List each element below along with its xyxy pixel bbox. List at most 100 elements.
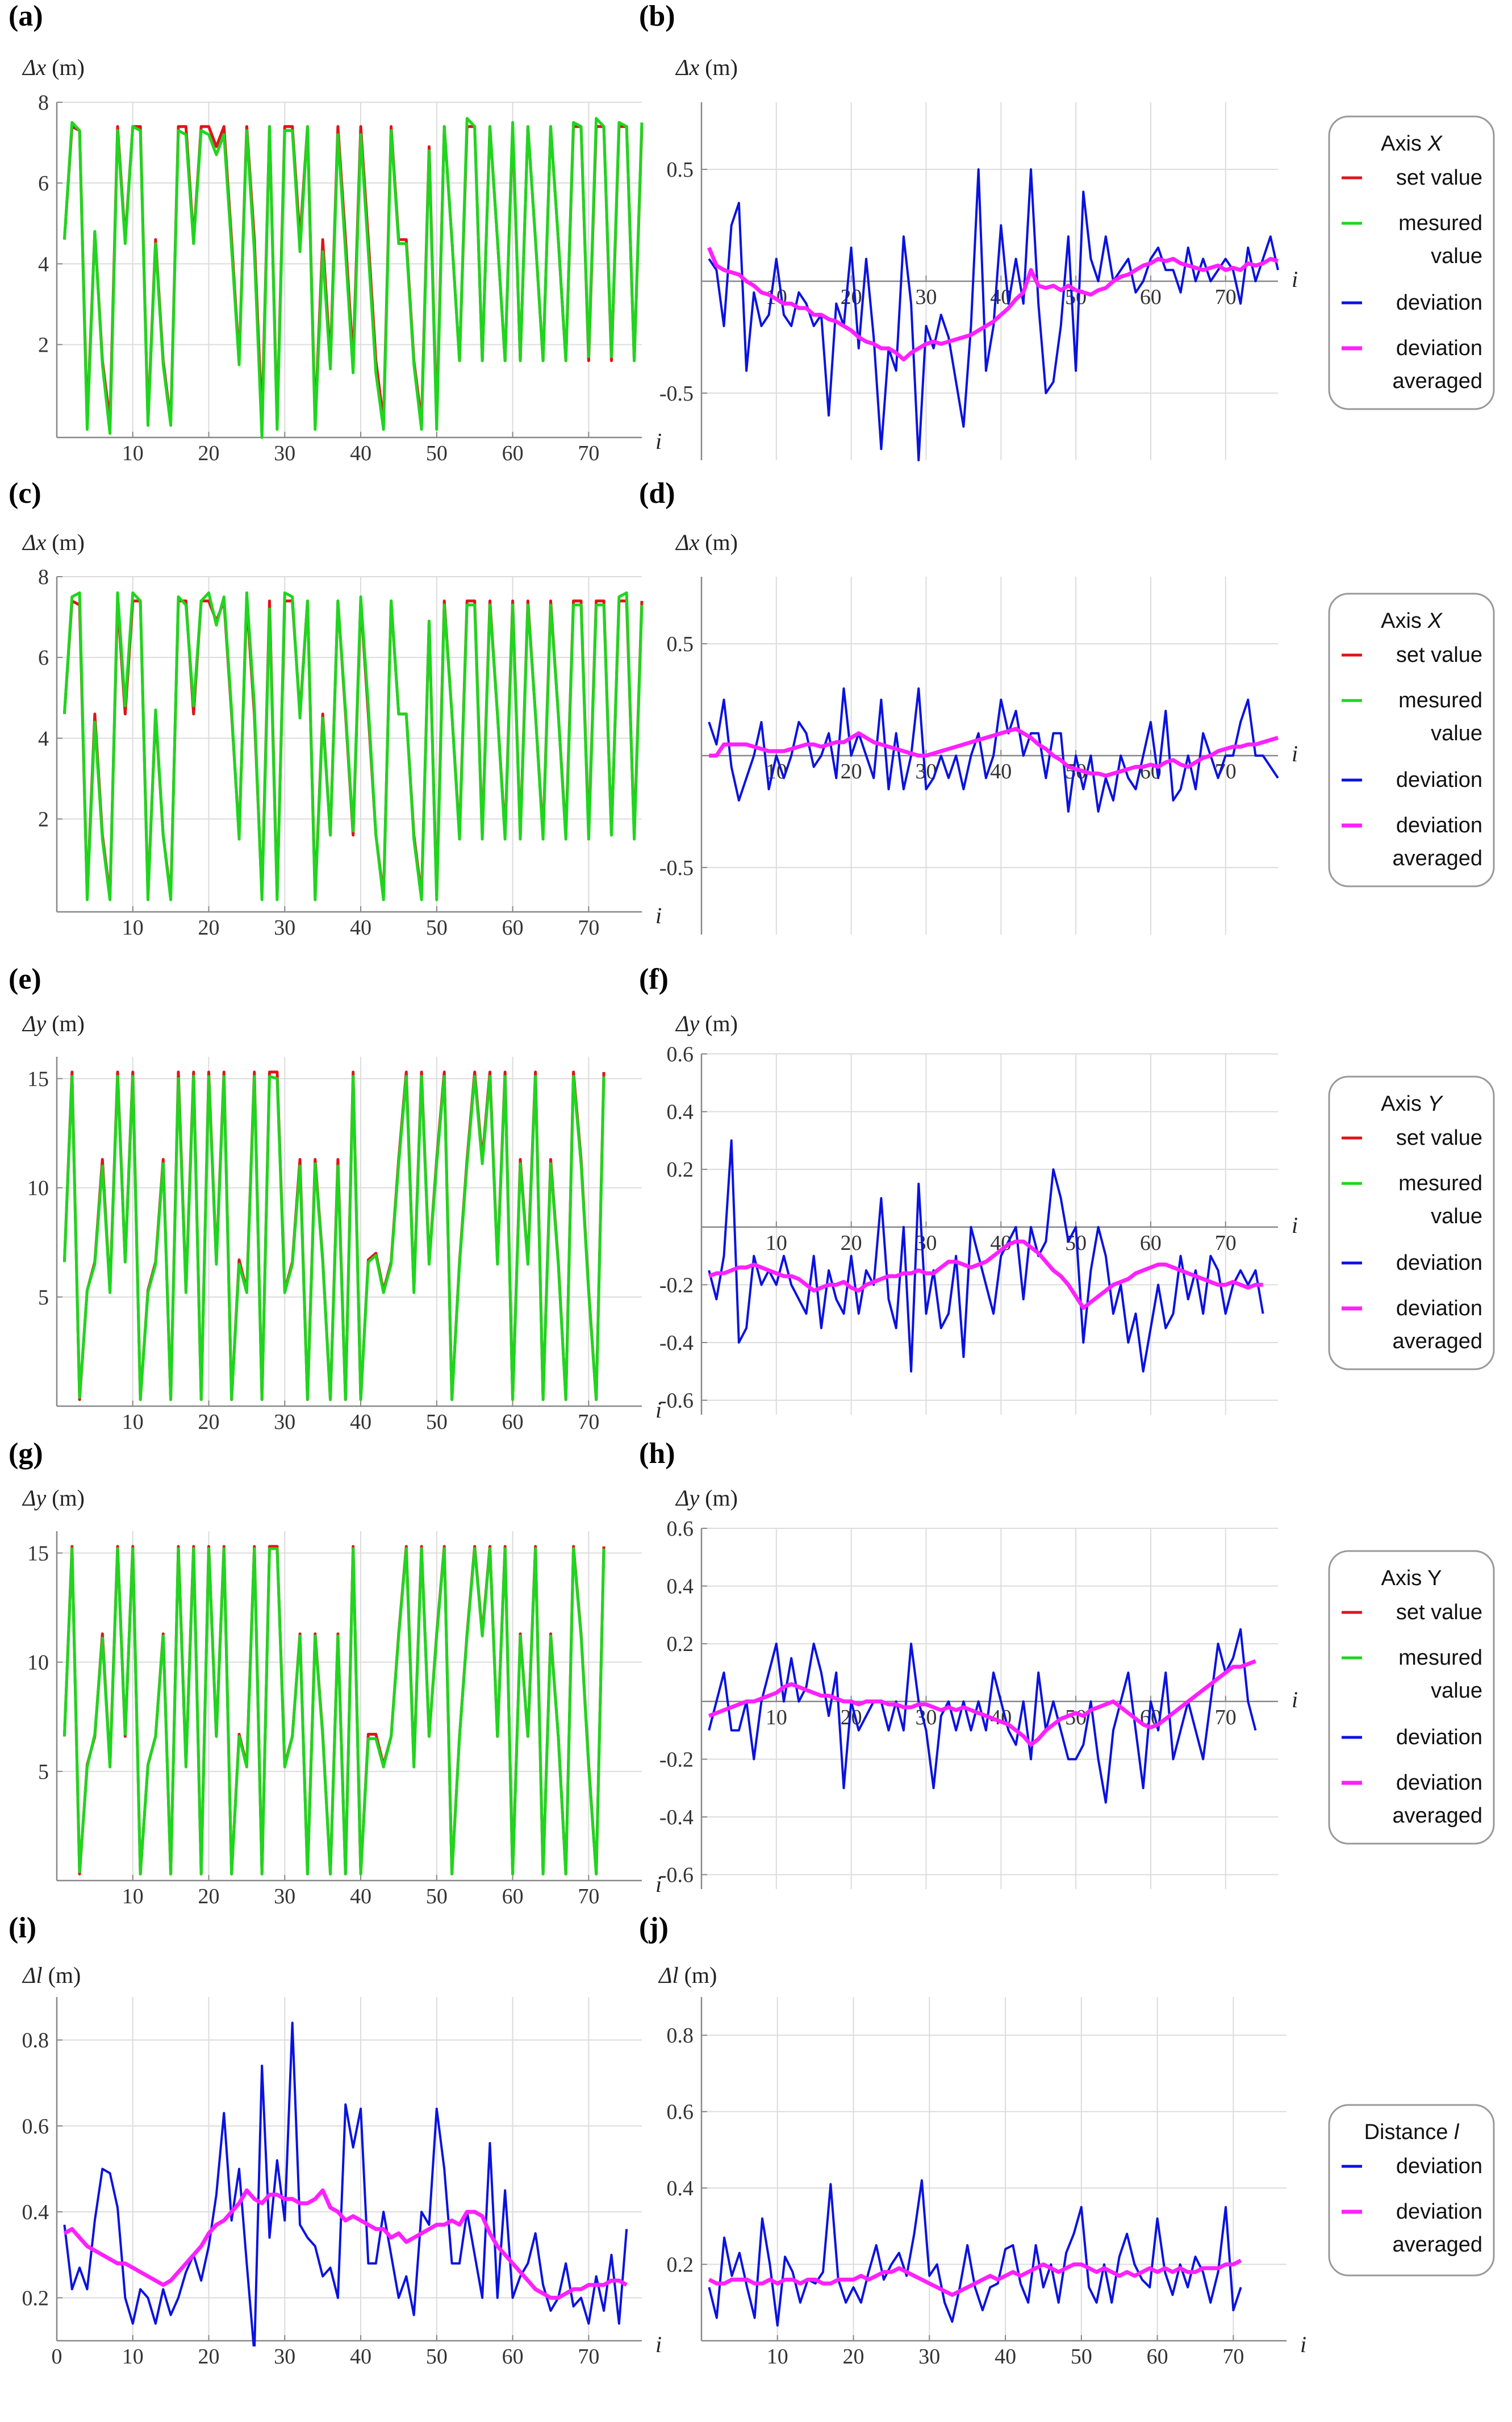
x-tick-label: 20 xyxy=(841,1231,862,1255)
y-tick-label: 2 xyxy=(38,334,49,357)
y-tick-label: 0.6 xyxy=(22,2115,49,2138)
x-tick-label: 30 xyxy=(915,285,937,309)
y-tick-label: 0.8 xyxy=(22,2029,49,2053)
legend-item-set: set value xyxy=(1396,1600,1482,1624)
x-axis-label: i xyxy=(655,1871,662,1897)
chart-panel-d: (d)Δx (m)10 20 30 40 50 60 70-0.50.5i xyxy=(639,477,1298,935)
legend-item-deviation: deviation xyxy=(1396,1251,1482,1275)
x-tick-label: 30 xyxy=(274,1410,295,1434)
y-axis-label: Δl (m) xyxy=(22,1962,81,1988)
legend: Axis X set value mesured value deviation devi… xyxy=(1328,593,1495,887)
legend-item-averaged: deviation averaged xyxy=(1393,1771,1482,1828)
x-tick-label: 50 xyxy=(426,1885,448,1908)
legend: Axis Y set value mesured value deviation devi… xyxy=(1328,1550,1495,1845)
y-tick-label: 8 xyxy=(38,565,49,589)
series-line-averaged xyxy=(709,727,1279,778)
x-axis-label: i xyxy=(1292,741,1298,766)
chart-panel-e: (e) Δy (m) 10 20 30 40 50 60 70 5 10 15 i xyxy=(9,963,662,1434)
y-axis-label: Δx (m) xyxy=(675,55,738,80)
x-tick-label: 30 xyxy=(274,1885,295,1908)
y-tick-label: 4 xyxy=(38,252,49,276)
x-tick-label: 70 xyxy=(578,1410,599,1434)
y-tick-label: -0.5 xyxy=(659,856,694,880)
x-tick-label: 60 xyxy=(1140,285,1162,309)
x-tick-label: 40 xyxy=(350,916,371,940)
legend-item-set: set value xyxy=(1396,166,1482,190)
x-tick-label: 20 xyxy=(198,916,220,940)
y-tick-label: -0.6 xyxy=(659,1389,694,1413)
series-line-averaged xyxy=(707,247,1279,362)
x-tick-label: 20 xyxy=(198,2345,220,2369)
x-tick-label: 20 xyxy=(198,441,220,465)
legend-item-averaged: deviation averaged xyxy=(1393,336,1482,393)
legend-item-set: set value xyxy=(1396,643,1482,667)
y-tick-label: 15 xyxy=(27,1541,49,1565)
x-tick-label: 10 xyxy=(122,1410,144,1434)
y-axis-label: Δy (m) xyxy=(22,1485,85,1511)
x-tick-label: 30 xyxy=(274,2345,295,2369)
x-tick-label: 60 xyxy=(502,1885,524,1908)
y-tick-label: 10 xyxy=(27,1651,49,1675)
x-tick-label: 30 xyxy=(915,1231,937,1255)
y-tick-label: -0.4 xyxy=(659,1331,694,1355)
chart-panel-c: (c) Δx (m) 10 20 30 40 50 60 70 2 4 6 8 i xyxy=(9,477,662,940)
x-tick-label: 60 xyxy=(502,1410,524,1434)
y-tick-label: -0.4 xyxy=(659,1806,694,1829)
legend-item-averaged: deviation averaged xyxy=(1393,1297,1482,1353)
legend-frame xyxy=(1328,1550,1495,1845)
y-tick-label: 0.6 xyxy=(667,2100,694,2124)
x-tick-label: 10 xyxy=(122,1885,144,1908)
legend-title: Axis X xyxy=(1381,609,1443,633)
chart-panel-f: (f)Δy (m)10 20 30 40 50 60 70-0.6-0.4-0.20.20.… xyxy=(639,963,1298,1415)
x-tick-label: 40 xyxy=(350,1885,371,1908)
y-tick-label: -0.5 xyxy=(659,382,694,406)
x-tick-label: 0 xyxy=(52,2345,62,2369)
x-axis-label: i xyxy=(655,428,662,454)
x-tick-label: 20 xyxy=(843,2345,864,2369)
panel-label: (i) xyxy=(9,1912,36,1944)
chart-panel-g: (g) Δy (m) 10 20 30 40 50 60 70 5 10 15 i xyxy=(9,1437,662,1908)
x-tick-label: 40 xyxy=(350,441,371,465)
x-tick-label: 70 xyxy=(1215,760,1237,783)
legend-title: Axis Y xyxy=(1381,1092,1443,1116)
y-axis-label: Δy (m) xyxy=(22,1011,85,1036)
x-tick-label: 50 xyxy=(1071,2345,1092,2369)
x-tick-label: 70 xyxy=(1215,1231,1237,1255)
x-axis-label: i xyxy=(655,903,662,928)
y-tick-label: 6 xyxy=(38,646,49,670)
x-tick-label: 50 xyxy=(426,916,448,940)
y-tick-label: 6 xyxy=(38,172,49,195)
y-axis-label: Δx (m) xyxy=(22,530,85,555)
x-tick-label: 70 xyxy=(578,916,599,940)
legend-frame xyxy=(1328,1075,1495,1370)
series-line-measured xyxy=(62,591,644,902)
x-tick-label: 70 xyxy=(1215,1706,1237,1729)
x-tick-label: 50 xyxy=(426,441,448,465)
x-axis-label: i xyxy=(1292,1687,1298,1712)
chart-panel-h: (h)Δy (m)10 20 30 40 50 60 70-0.6-0.4-0.20.20.… xyxy=(639,1437,1298,1889)
legend-title: Axis X xyxy=(1381,132,1443,156)
x-tick-label: 60 xyxy=(502,2345,524,2369)
y-tick-label: 0.2 xyxy=(22,2286,49,2310)
y-tick-label: 8 xyxy=(38,91,49,115)
legend-item-measured: mesured value xyxy=(1398,1646,1482,1703)
y-tick-label: 0.6 xyxy=(667,1043,694,1066)
series-line-deviation xyxy=(708,687,1279,813)
chart-panel-b: (b)Δx (m)10 20 30 40 50 60 70-0.50.5i xyxy=(639,0,1298,461)
series-line-deviation xyxy=(708,168,1279,461)
y-tick-label: -0.2 xyxy=(659,1273,694,1297)
x-tick-label: 60 xyxy=(502,916,524,940)
x-tick-label: 10 xyxy=(767,2345,788,2369)
x-tick-label: 20 xyxy=(198,1885,220,1908)
series-line-averaged xyxy=(708,1659,1256,1747)
legend-item-deviation: deviation xyxy=(1396,2154,1482,2178)
y-tick-label: -0.6 xyxy=(659,1864,694,1887)
chart-panel-j: (j) Δl (m) 10 20 30 40 50 60 70 0.2 0.4 0.6 0.8 i xyxy=(639,1912,1306,2369)
chart-panel-i: (i) Δl (m) 0 10 20 30 40 50 60 70 0.2 0.4 0.6 0.8 i xyxy=(9,1912,662,2369)
y-axis-label: Δl (m) xyxy=(658,1962,717,1988)
series-line-deviation xyxy=(708,1139,1264,1373)
series-line-averaged xyxy=(708,2258,1242,2297)
y-tick-label: 0.5 xyxy=(667,632,694,656)
x-tick-label: 10 xyxy=(122,2345,144,2369)
x-tick-label: 10 xyxy=(766,760,787,783)
